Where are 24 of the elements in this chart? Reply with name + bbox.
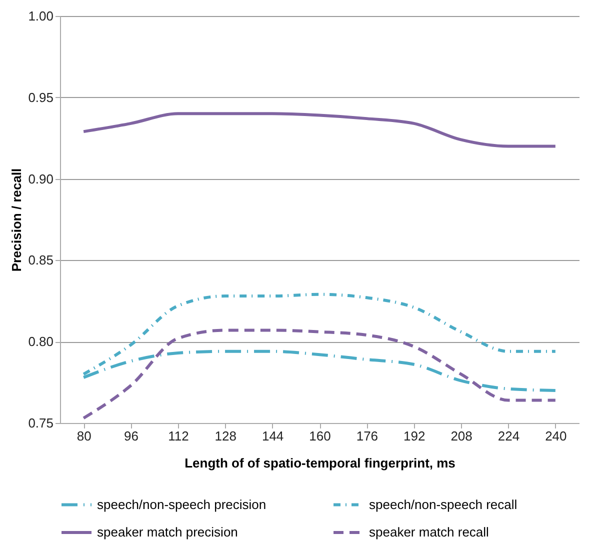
y-tick-label: 0.75 bbox=[28, 416, 54, 430]
x-tick-label: 224 bbox=[498, 428, 520, 444]
y-tick-label: 0.95 bbox=[28, 90, 54, 105]
x-tick-label: 176 bbox=[356, 428, 378, 444]
legend-label: speech/non-speech precision bbox=[97, 496, 266, 512]
x-tick-label: 144 bbox=[262, 428, 284, 444]
x-tick-label: 208 bbox=[450, 428, 472, 444]
x-tick-label: 128 bbox=[214, 428, 236, 444]
line-series bbox=[82, 112, 557, 148]
x-tick-label: 240 bbox=[545, 428, 567, 444]
legend-label: speech/non-speech recall bbox=[369, 496, 518, 512]
legend-label: speaker match recall bbox=[369, 524, 490, 540]
legend-label: speaker match precision bbox=[97, 524, 238, 540]
y-tick-label: 0.85 bbox=[28, 252, 54, 268]
x-tick-label: 96 bbox=[124, 428, 139, 444]
y-tick-label: 0.90 bbox=[28, 171, 54, 186]
y-axis-title: Precision / recall bbox=[9, 168, 24, 272]
x-tick-label: 80 bbox=[76, 428, 92, 444]
y-tick-label: 1.00 bbox=[28, 8, 54, 24]
x-tick-label: 112 bbox=[168, 428, 189, 444]
y-tick-label: 0.80 bbox=[28, 334, 54, 350]
x-tick-label: 160 bbox=[309, 428, 331, 444]
x-axis-title: Length of of spatio-temporal fingerprint, ms bbox=[184, 456, 456, 470]
x-tick-label: 192 bbox=[404, 428, 426, 444]
